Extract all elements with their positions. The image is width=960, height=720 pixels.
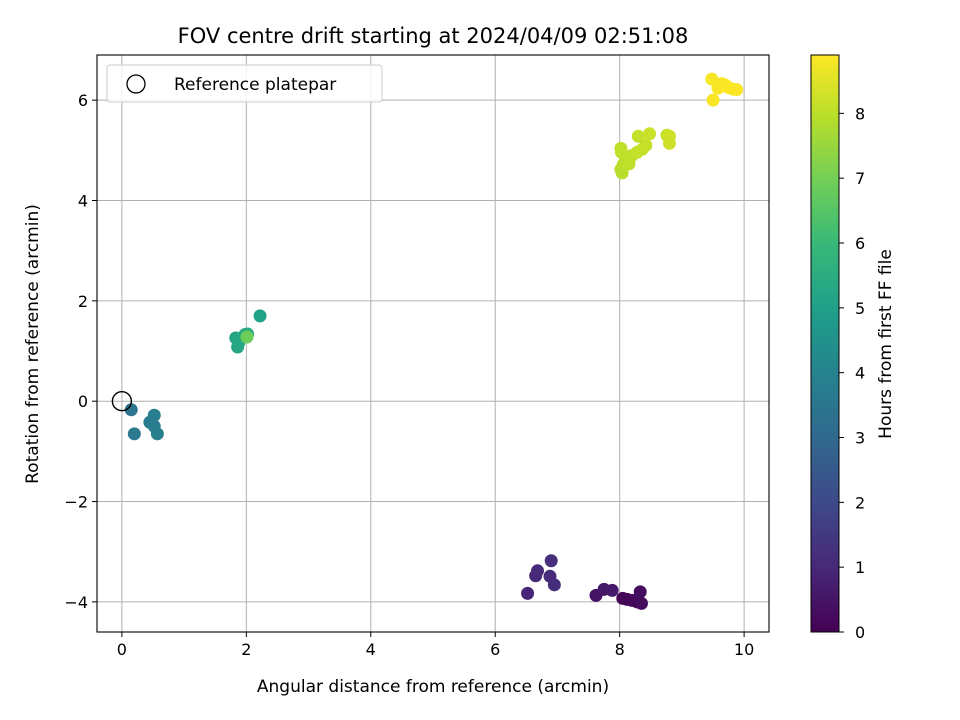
data-point [547,578,561,592]
data-points [124,72,744,610]
x-tick-label: 8 [615,640,625,659]
colorbar-tick-label: 7 [855,169,865,188]
data-point [615,145,629,159]
plot-frame [96,54,770,633]
legend-label: Reference platepar [174,75,336,95]
x-tick-label: 6 [490,640,500,659]
colorbar-frame [810,54,840,633]
colorbar-gradient [811,55,839,632]
colorbar-tick-label: 4 [855,364,865,383]
data-point [127,427,141,441]
data-point [124,403,138,417]
data-point [730,83,744,97]
colorbar-tick-label: 2 [855,493,865,512]
legend: Reference platepar [106,64,383,103]
legend-open-circle-icon [126,74,146,94]
reference-marker-layer [111,391,133,412]
data-point [633,585,647,599]
x-axis-ticks: 0 2 4 6 8 10 [117,632,754,659]
colorbar: 0 1 2 3 4 5 6 7 8 Hours from first FF file [810,54,896,642]
legend-box [106,64,383,103]
y-tick-label: 6 [78,91,88,110]
data-point [639,138,653,152]
data-point [521,586,535,600]
data-point [643,127,657,141]
y-axis-title: Rotation from reference (arcmin) [23,204,43,484]
x-tick-label: 10 [734,640,754,659]
y-tick-label: −4 [64,593,88,612]
chart-title: FOV centre drift starting at 2024/04/09 … [178,24,689,48]
y-tick-label: −2 [64,493,88,512]
x-tick-label: 0 [117,640,127,659]
y-tick-label: 2 [78,292,88,311]
data-point [253,309,267,323]
data-point [147,408,161,422]
data-point [631,129,645,143]
colorbar-tick-label: 1 [855,558,865,577]
reference-platepar-marker [111,391,133,412]
x-tick-label: 2 [241,640,251,659]
data-point [544,554,558,568]
x-axis-title: Angular distance from reference (arcmin) [257,677,609,697]
y-tick-label: 0 [78,392,88,411]
y-tick-label: 4 [78,192,88,211]
data-point [605,583,619,597]
data-point [634,596,648,610]
colorbar-tick-label: 0 [855,623,865,642]
colorbar-tick-label: 6 [855,234,865,253]
colorbar-tick-label: 8 [855,104,865,123]
x-tick-label: 4 [366,640,376,659]
colorbar-tick-label: 5 [855,299,865,318]
colorbar-ticks: 0 1 2 3 4 5 6 7 8 [839,104,865,642]
data-point [150,427,164,441]
colorbar-tick-label: 3 [855,429,865,448]
colorbar-title: Hours from first FF file [876,249,896,439]
data-point [531,564,545,578]
y-axis-ticks: −4 −2 0 2 4 6 [64,91,97,612]
data-point [662,136,676,150]
data-point [705,72,719,86]
data-point [240,330,254,344]
grid-lines [97,55,769,632]
data-point [706,93,720,107]
